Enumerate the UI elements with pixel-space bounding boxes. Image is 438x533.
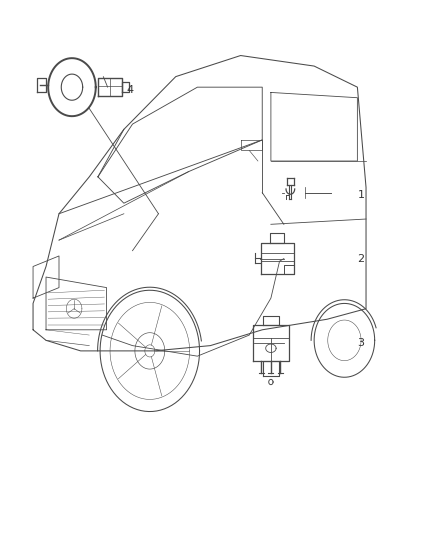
- Text: 2: 2: [357, 254, 364, 264]
- Text: 1: 1: [357, 190, 364, 200]
- Text: 4: 4: [126, 85, 133, 95]
- Text: 3: 3: [357, 338, 364, 348]
